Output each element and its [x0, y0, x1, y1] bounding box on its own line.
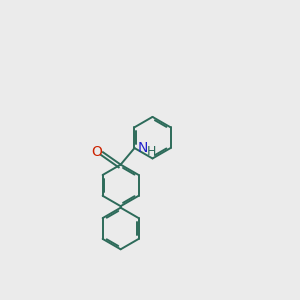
Text: H: H [146, 145, 156, 158]
Text: N: N [138, 141, 148, 155]
Text: O: O [92, 145, 102, 159]
